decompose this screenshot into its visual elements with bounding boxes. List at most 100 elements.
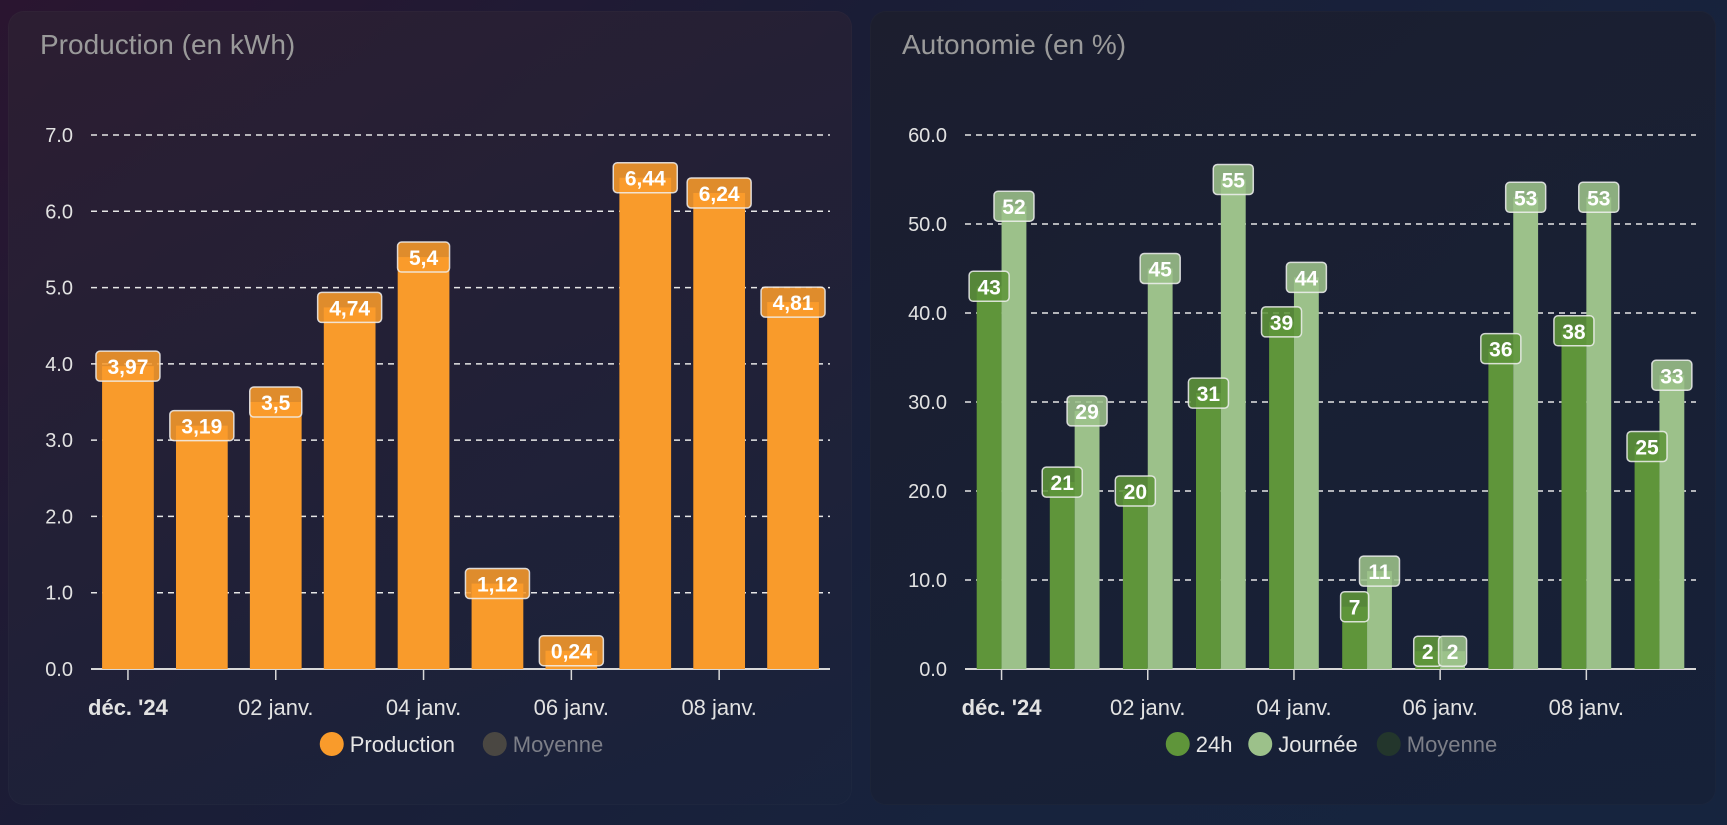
- autonomie-data-label: 43: [968, 270, 1010, 303]
- autonomie-data-label-box: [1437, 635, 1468, 667]
- autonomie-bar-journ-e[interactable]: [1147, 268, 1173, 670]
- autonomie-bar-journ-e[interactable]: [1367, 571, 1392, 669]
- autonomie-data-label-box: [993, 190, 1035, 222]
- production-bar-production[interactable]: [175, 425, 228, 669]
- legend-label: Production: [350, 732, 455, 757]
- autonomie-data-label: 55: [1212, 163, 1255, 196]
- autonomie-bar-journ-e[interactable]: [1513, 197, 1539, 670]
- production-bar-production[interactable]: [323, 307, 376, 669]
- autonomie-data-label: 21: [1041, 466, 1083, 498]
- autonomie-bar-24h[interactable]: [1195, 393, 1221, 669]
- autonomie-data-label-box: [1041, 466, 1083, 498]
- autonomie-x-tick-label: déc. '24: [962, 695, 1043, 720]
- autonomie-y-tick-label: 0.0: [919, 659, 947, 681]
- production-data-label-box: [396, 241, 451, 273]
- autonomie-bar-journ-e[interactable]: [1074, 410, 1100, 669]
- production-bar-production[interactable]: [767, 302, 819, 669]
- autonomie-card: Autonomie (en %) 0.0 10.0 20.0 30.0 40.0 50.0…: [870, 11, 1716, 805]
- production-x-tick-label: déc. '24: [88, 695, 169, 720]
- autonomie-data-label-box: [1212, 163, 1255, 196]
- autonomie-data-label: 25: [1626, 430, 1668, 463]
- autonomie-legend-item-24h[interactable]: 24h: [1165, 732, 1233, 757]
- autonomie-data-label-text: 39: [1270, 312, 1293, 335]
- production-x-tick-label: 04 janv.: [386, 695, 461, 720]
- production-y-tick-label: 5.0: [45, 278, 73, 300]
- autonomie-bar-24h[interactable]: [976, 286, 1002, 669]
- production-data-label: 6,44: [612, 161, 678, 194]
- autonomie-data-label-text: 21: [1051, 472, 1075, 495]
- autonomie-x-tick-label: 04 janv.: [1256, 695, 1331, 720]
- production-y-tick-label: 2.0: [45, 506, 73, 528]
- autonomie-data-label-text: 29: [1075, 401, 1098, 424]
- autonomie-data-label-box: [968, 270, 1010, 303]
- legend-label: Moyenne: [1407, 732, 1498, 757]
- production-data-label: 3,5: [249, 386, 303, 418]
- autonomie-bar-24h[interactable]: [1049, 482, 1075, 669]
- autonomie-data-label: 38: [1553, 315, 1595, 347]
- autonomie-data-label: 2: [1412, 635, 1443, 667]
- autonomie-data-label-box: [1260, 306, 1303, 338]
- autonomie-data-label: 39: [1260, 306, 1303, 338]
- production-bar-production[interactable]: [397, 257, 450, 669]
- autonomie-data-label-box: [1358, 555, 1401, 587]
- autonomie-bar-journ-e[interactable]: [1220, 179, 1246, 670]
- autonomie-data-label-text: 36: [1489, 339, 1512, 362]
- autonomie-legend-item-moyenne[interactable]: Moyenne: [1376, 732, 1498, 757]
- autonomie-data-label: 53: [1504, 181, 1547, 214]
- legend-swatch-icon: [1248, 732, 1273, 756]
- autonomie-y-tick-label: 30.0: [908, 392, 947, 414]
- autonomie-data-label: 20: [1114, 475, 1157, 507]
- autonomie-data-label: 45: [1139, 252, 1181, 285]
- legend-swatch-icon: [1376, 732, 1401, 756]
- production-data-label: 5,4: [396, 241, 451, 273]
- autonomie-data-label-text: 2: [1447, 641, 1459, 664]
- autonomie-x-tick-label: 02 janv.: [1110, 695, 1185, 720]
- legend-label: Moyenne: [513, 732, 604, 757]
- production-data-label: 4,74: [316, 291, 383, 324]
- autonomie-data-label-box: [1066, 395, 1108, 427]
- autonomie-data-label-box: [1651, 359, 1693, 392]
- production-data-label-text: 5,4: [409, 247, 439, 270]
- production-chart: 0.0 1.0 2.0 3.0 4.0 5.0 6.0 7.0 3,97 3,19 3,5 4,74 5…: [45, 125, 830, 757]
- production-bar-production[interactable]: [102, 366, 154, 669]
- production-bar-production[interactable]: [619, 177, 672, 669]
- production-y-tick-label: 1.0: [45, 583, 73, 605]
- autonomie-x-tick-label: 08 janv.: [1549, 695, 1624, 720]
- autonomie-data-label-box: [1339, 590, 1370, 623]
- autonomie-bar-24h[interactable]: [1269, 321, 1294, 669]
- production-x-tick-label: 08 janv.: [681, 695, 756, 720]
- legend-swatch-icon: [319, 732, 344, 756]
- autonomie-data-label-text: 20: [1124, 481, 1147, 504]
- autonomie-data-label-box: [1504, 181, 1547, 214]
- production-data-label-text: 1,12: [477, 574, 518, 597]
- legend-label: 24h: [1196, 732, 1233, 757]
- autonomie-bar-24h[interactable]: [1122, 491, 1148, 669]
- autonomie-bar-24h[interactable]: [1488, 348, 1514, 669]
- production-card: Production (en kWh) 0.0 1.0 2.0 3.0 4.0 5.0 6.…: [8, 11, 852, 805]
- autonomie-data-label-text: 43: [977, 276, 1000, 299]
- production-legend-item-moyenne[interactable]: Moyenne: [482, 732, 604, 757]
- autonomie-data-label: 29: [1066, 395, 1108, 427]
- production-data-label-text: 3,19: [181, 416, 222, 439]
- production-bar-production[interactable]: [249, 402, 302, 669]
- production-data-label-text: 3,5: [261, 392, 291, 415]
- production-data-label-box: [760, 286, 826, 318]
- autonomie-bar-journ-e[interactable]: [1586, 197, 1612, 670]
- autonomie-data-label: 11: [1358, 555, 1401, 587]
- autonomie-data-label: 33: [1651, 359, 1693, 392]
- autonomie-bar-journ-e[interactable]: [1293, 277, 1319, 669]
- autonomie-bar-journ-e[interactable]: [1659, 375, 1685, 669]
- production-data-label-box: [169, 409, 235, 442]
- production-data-label-box: [316, 291, 383, 324]
- production-bar-production[interactable]: [693, 192, 746, 669]
- autonomie-bar-24h[interactable]: [1634, 446, 1660, 670]
- production-y-tick-label: 6.0: [45, 201, 73, 223]
- legend-swatch-icon: [482, 732, 507, 756]
- production-chart-title: Production (en kWh): [40, 29, 296, 60]
- production-data-label: 0,24: [538, 634, 605, 667]
- production-legend-item-production[interactable]: Production: [319, 732, 455, 757]
- autonomie-chart-title: Autonomie (en %): [902, 29, 1127, 60]
- autonomie-data-label-text: 2: [1422, 641, 1434, 664]
- autonomie-bar-24h[interactable]: [1561, 330, 1587, 669]
- autonomie-legend-item-journ-e[interactable]: Journée: [1248, 732, 1358, 757]
